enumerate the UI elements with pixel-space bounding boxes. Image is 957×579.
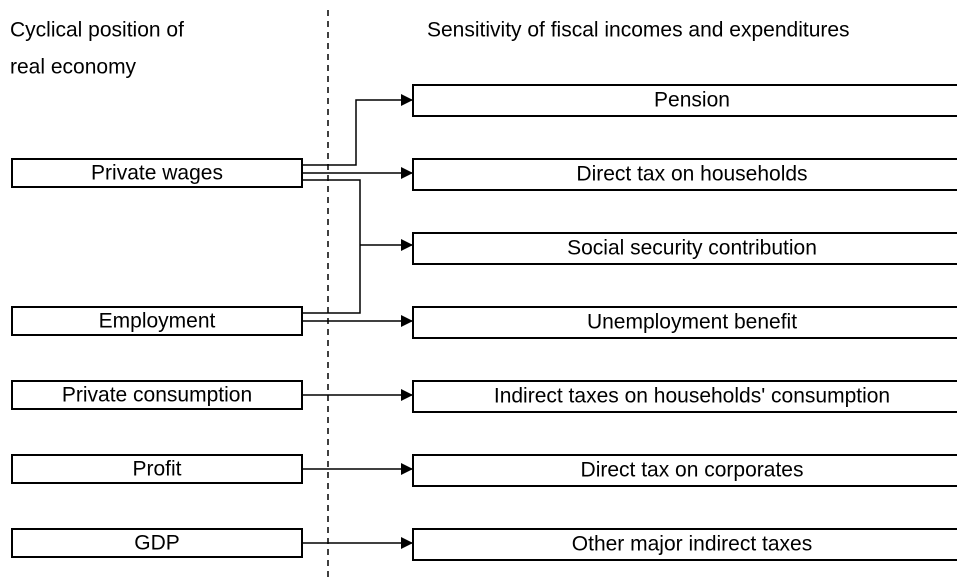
right-label: Direct tax on corporates xyxy=(581,459,804,482)
left-box xyxy=(11,454,303,484)
left-box xyxy=(11,380,303,410)
left-label: Profit xyxy=(132,458,181,481)
right-box xyxy=(412,232,957,265)
left-title: Cyclical position of xyxy=(10,19,184,42)
right-title: Sensitivity of fiscal incomes and expend… xyxy=(427,19,850,42)
left-label: Employment xyxy=(99,310,216,333)
right-label: Indirect taxes on households' consumptio… xyxy=(494,385,890,408)
right-box xyxy=(412,380,957,413)
left-label: GDP xyxy=(134,532,180,555)
right-label: Pension xyxy=(654,89,730,112)
right-label: Direct tax on households xyxy=(576,163,807,186)
left-box xyxy=(11,306,303,336)
left-label: Private consumption xyxy=(62,384,252,407)
right-box xyxy=(412,454,957,487)
right-label: Other major indirect taxes xyxy=(572,533,812,556)
connectors xyxy=(302,94,413,549)
right-box xyxy=(412,528,957,561)
right-label: Unemployment benefit xyxy=(587,311,797,334)
right-box xyxy=(412,306,957,339)
right-box xyxy=(412,158,957,191)
left-label: Private wages xyxy=(91,162,223,185)
left-box xyxy=(11,158,303,188)
right-box xyxy=(412,84,957,117)
left-title: real economy xyxy=(10,56,137,79)
left-box xyxy=(11,528,303,558)
right-label: Social security contribution xyxy=(567,237,817,260)
